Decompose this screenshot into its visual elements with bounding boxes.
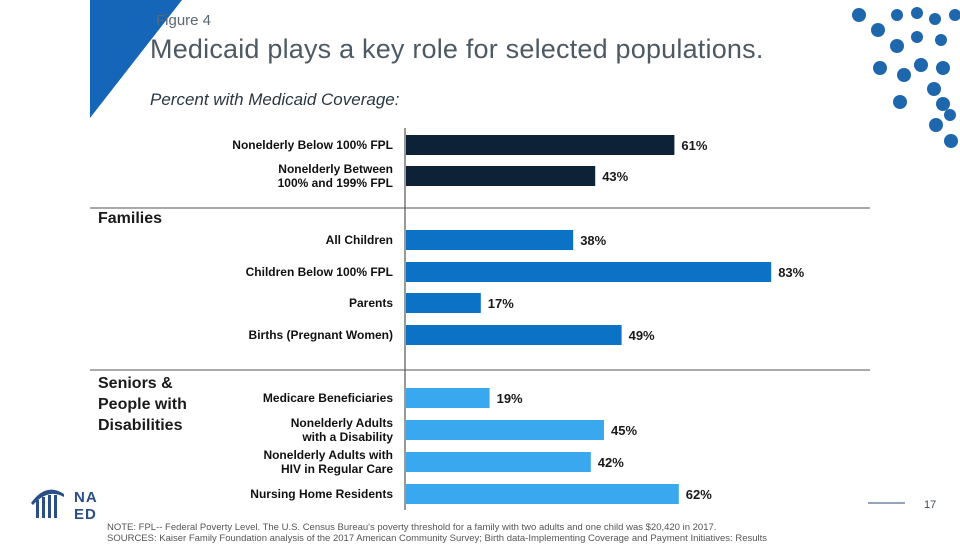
value-label-8: 45% (611, 423, 637, 438)
decor-dot (873, 61, 887, 75)
decor-dot (914, 58, 928, 72)
bar-3 (406, 230, 574, 250)
decor-dot (911, 31, 923, 43)
decor-dot (929, 13, 941, 25)
bar-7 (406, 388, 490, 408)
footnote-note: NOTE: FPL-- Federal Poverty Level. The U… (107, 522, 717, 533)
category-label-4: Children Below 100% FPL (246, 265, 393, 279)
category-label-3: All Children (326, 233, 393, 247)
decorative-dots (852, 7, 960, 148)
bar-8 (406, 420, 604, 440)
value-label-3: 38% (580, 233, 606, 248)
value-label-2: 43% (602, 169, 628, 184)
value-label-1: 61% (681, 138, 707, 153)
value-label-4: 83% (778, 265, 804, 280)
decor-dot (890, 39, 904, 53)
decor-dot (891, 9, 903, 21)
bars-group: 61% Nonelderly Below 100% FPL 43% Nonelderl… (232, 135, 805, 504)
value-label-9: 42% (598, 455, 624, 470)
group-label-seniors: Seniors & People with Disabilities (98, 375, 187, 434)
chart-subtitle: Percent with Medicaid Coverage: (150, 90, 400, 109)
decor-dot (944, 109, 956, 121)
value-label-6: 49% (629, 328, 655, 343)
group-label-families: Families (98, 210, 163, 227)
figure-label: Figure 4 (156, 12, 212, 29)
decor-dot (893, 95, 907, 109)
decor-dot (944, 134, 958, 148)
category-label-9: Nonelderly Adults with HIV in Regular Car… (263, 448, 393, 476)
logo-text-line-1: NA (74, 489, 98, 506)
category-label-6: Births (Pregnant Women) (249, 328, 393, 342)
decor-dot (949, 9, 960, 21)
value-label-10: 62% (686, 487, 712, 502)
category-label-5: Parents (349, 296, 393, 310)
footnote-sources: SOURCES: Kaiser Family Foundation analys… (107, 533, 768, 544)
decor-dot (936, 61, 950, 75)
category-label-2: Nonelderly Between 100% and 199% FPL (278, 162, 393, 190)
blue-corner-wedge (90, 0, 182, 118)
decor-dot (897, 68, 911, 82)
bar-4 (406, 262, 772, 282)
slide-title: Medicaid plays a key role for selected p… (150, 34, 764, 64)
category-label-7: Medicare Beneficiaries (263, 391, 393, 405)
bar-1 (406, 135, 675, 155)
bar-10 (406, 484, 679, 504)
bar-5 (406, 293, 481, 313)
decor-dot (935, 34, 947, 46)
logo-text-line-2: ED (74, 506, 97, 523)
category-label-1: Nonelderly Below 100% FPL (232, 138, 393, 152)
decor-dot (911, 7, 923, 19)
decor-dot (927, 82, 941, 96)
decor-dot (852, 8, 866, 22)
decor-dot (929, 118, 943, 132)
page-number: 17 (924, 499, 937, 511)
value-label-7: 19% (497, 391, 523, 406)
value-label-5: 17% (488, 296, 514, 311)
bar-9 (406, 452, 591, 472)
category-label-8: Nonelderly Adults with a Disability (291, 416, 394, 444)
decor-dot (871, 23, 885, 37)
logo-icon (31, 489, 64, 518)
category-label-10: Nursing Home Residents (250, 487, 393, 501)
decor-dot (936, 97, 950, 111)
bar-2 (406, 166, 596, 186)
bar-6 (406, 325, 622, 345)
